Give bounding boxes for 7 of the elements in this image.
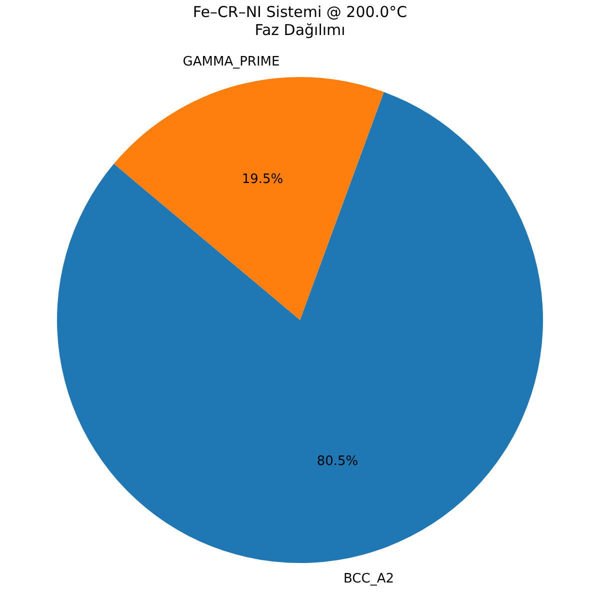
pie-slice	[57, 92, 543, 562]
data-label: 19.5%	[242, 172, 284, 188]
slice-label: BCC_A2	[343, 571, 394, 586]
slice-label: GAMMA_PRIME	[182, 54, 280, 70]
pie-slice	[114, 77, 384, 320]
chart-title: Fe–CR–NI Sistemi @ 200.0°C Faz Dağılımı	[192, 3, 408, 39]
data-label: 80.5%	[316, 454, 358, 469]
